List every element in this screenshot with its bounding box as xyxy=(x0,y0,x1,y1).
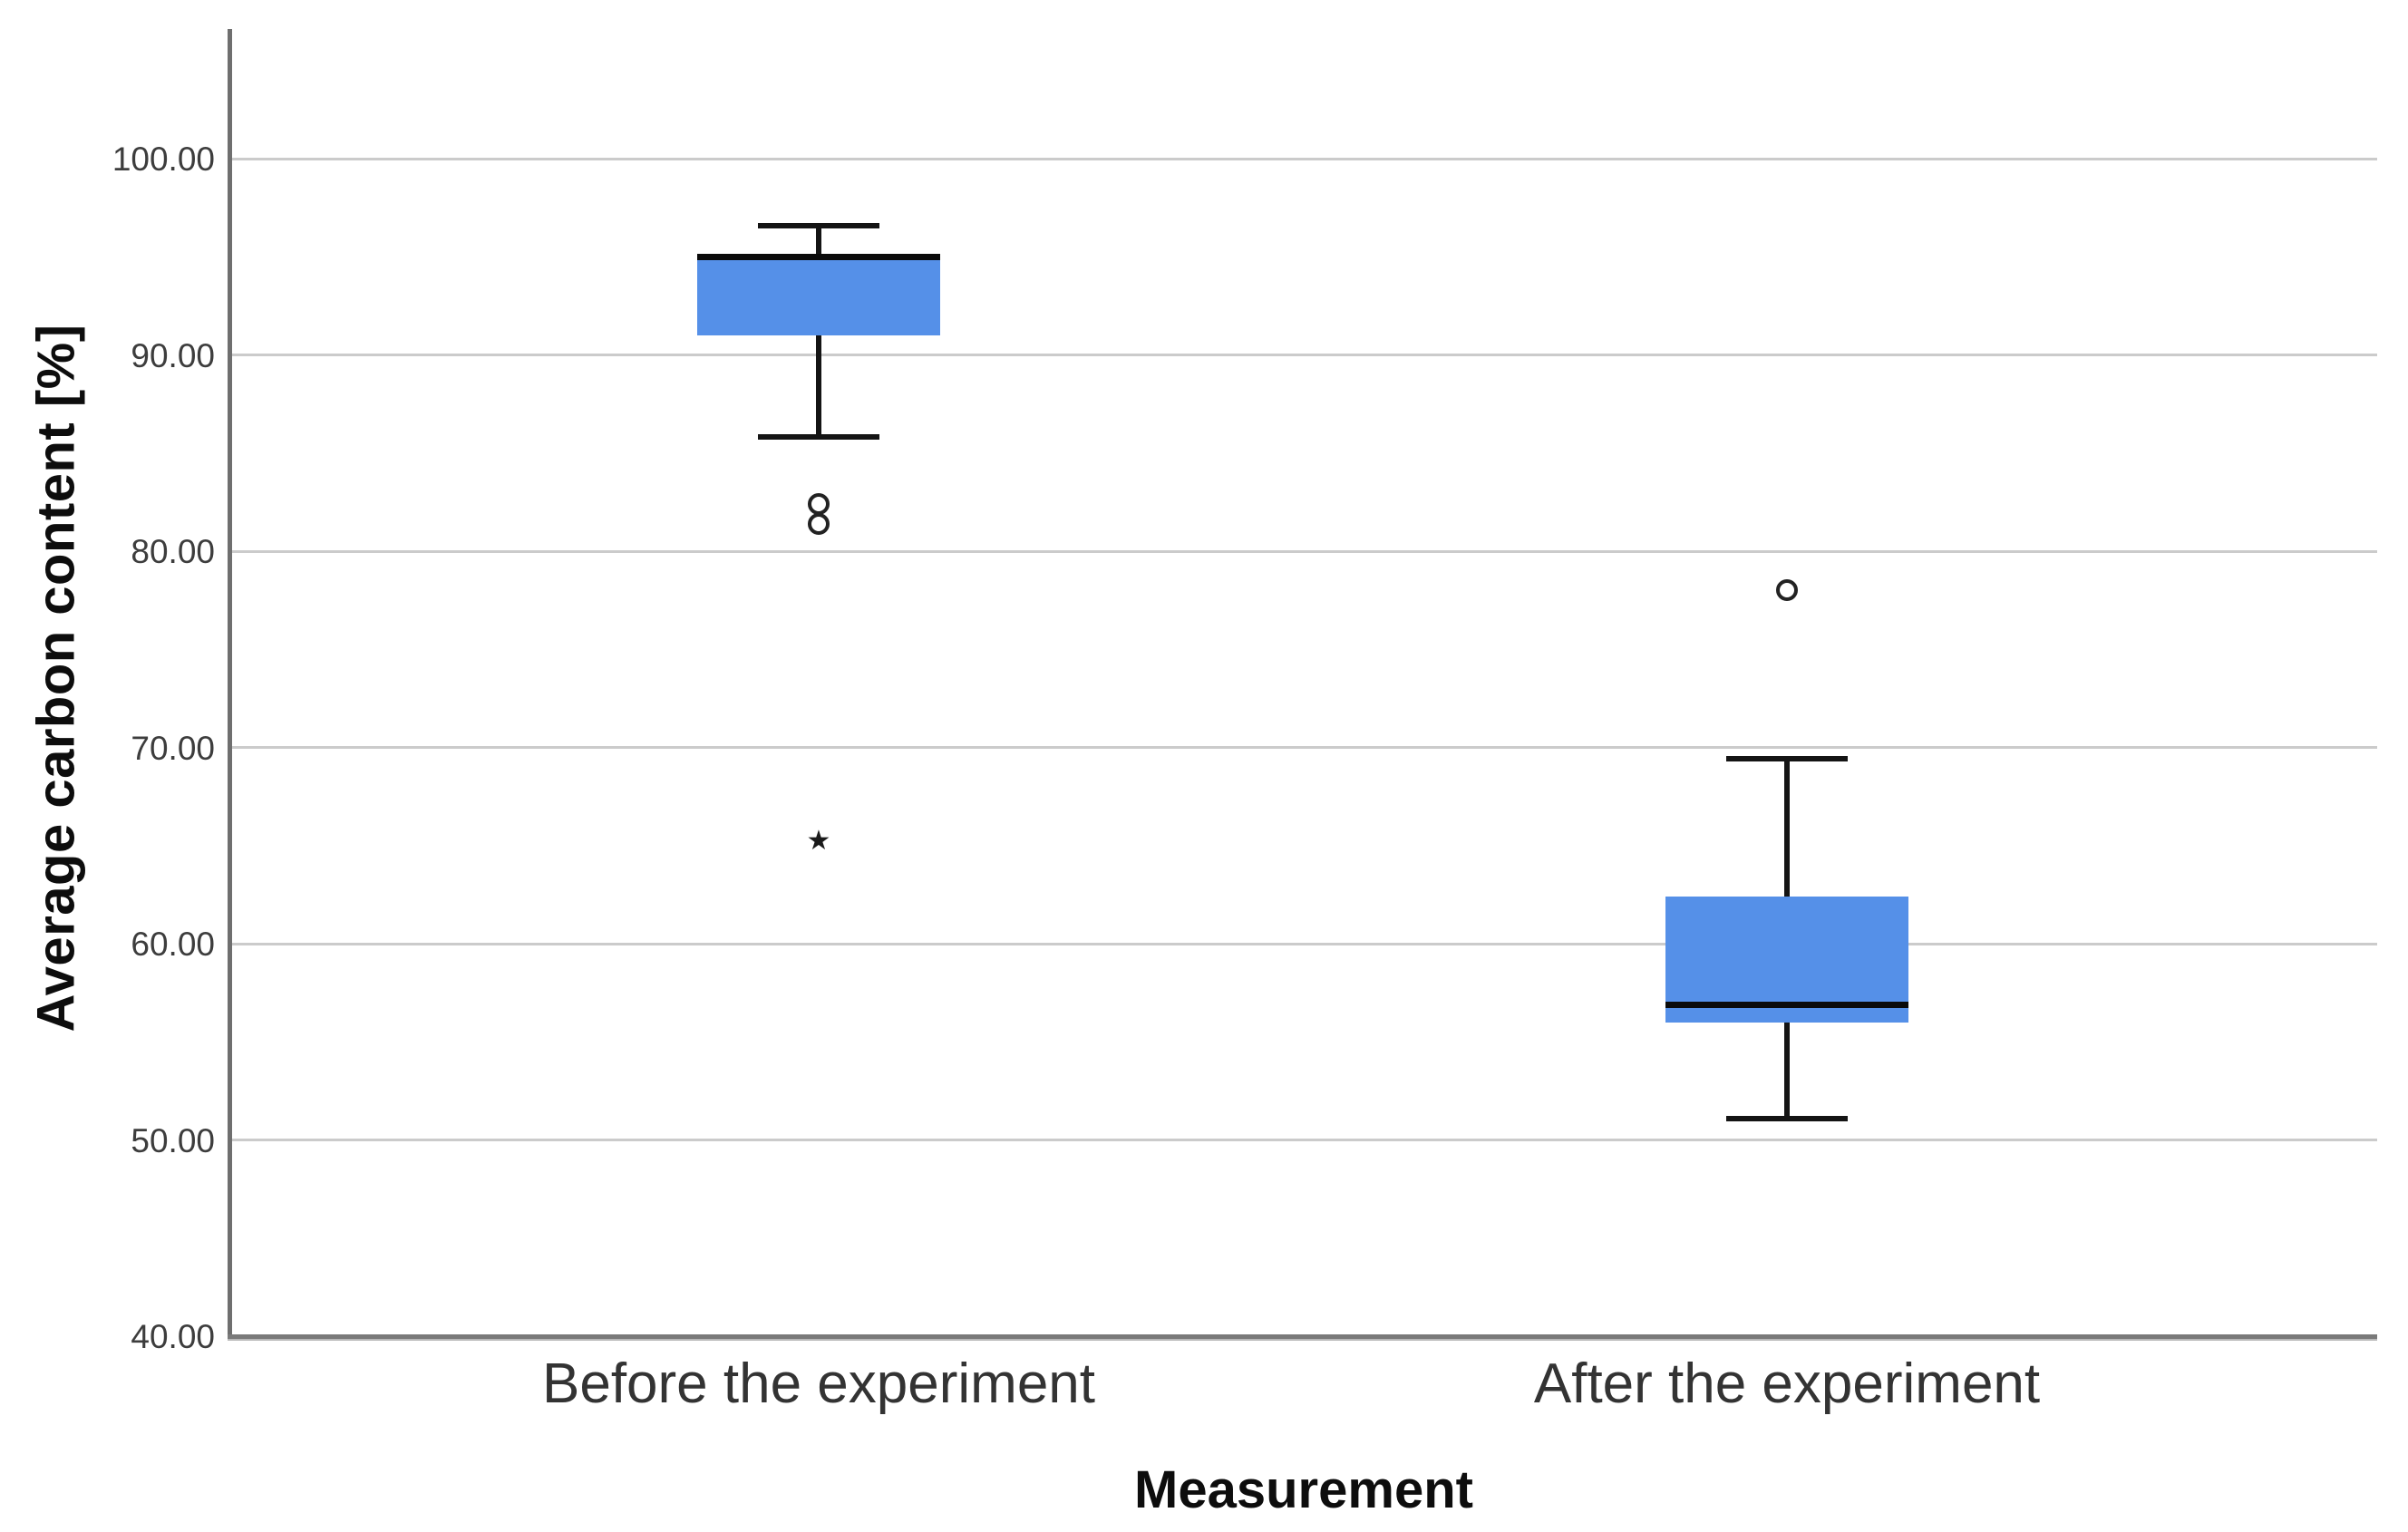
x-axis-title: Measurement xyxy=(1134,1460,1473,1519)
upper-whisker-cap xyxy=(1726,756,1848,762)
extreme-outlier-star: ★ xyxy=(806,826,831,857)
y-tick-label: 60.00 xyxy=(131,926,215,963)
gridline xyxy=(229,157,2377,160)
lower-whisker-cap xyxy=(758,434,879,441)
y-tick-label: 100.00 xyxy=(112,141,215,178)
x-category-label: Before the experiment xyxy=(541,1353,1096,1415)
outlier-circle xyxy=(1776,579,1798,602)
upper-whisker-stem xyxy=(1784,759,1790,897)
y-tick-label: 70.00 xyxy=(131,729,215,767)
gridline xyxy=(229,1139,2377,1141)
outlier-circle xyxy=(808,512,830,535)
lower-whisker-stem xyxy=(1784,1022,1790,1119)
gridline xyxy=(229,942,2377,945)
iqr-box xyxy=(1665,897,1908,1023)
upper-whisker-stem xyxy=(816,225,821,256)
median-line xyxy=(697,253,940,260)
lower-whisker-cap xyxy=(1726,1115,1848,1121)
iqr-box xyxy=(697,255,940,335)
gridline xyxy=(229,549,2377,553)
lower-whisker-stem xyxy=(816,335,821,438)
y-tick-label: 80.00 xyxy=(131,533,215,570)
gridline xyxy=(229,746,2377,749)
y-tick-label: 50.00 xyxy=(131,1121,215,1159)
x-axis-line xyxy=(228,1334,2377,1341)
y-tick-label: 90.00 xyxy=(131,336,215,374)
y-axis-title: Average carbon content [%] xyxy=(26,324,86,1033)
y-tick-label: 40.00 xyxy=(131,1318,215,1355)
gridline xyxy=(229,354,2377,356)
median-line xyxy=(1665,1001,1908,1008)
y-axis-line xyxy=(228,29,232,1339)
upper-whisker-cap xyxy=(758,222,879,228)
outlier-circle xyxy=(808,493,830,516)
x-category-label: After the experiment xyxy=(1533,1353,2041,1415)
